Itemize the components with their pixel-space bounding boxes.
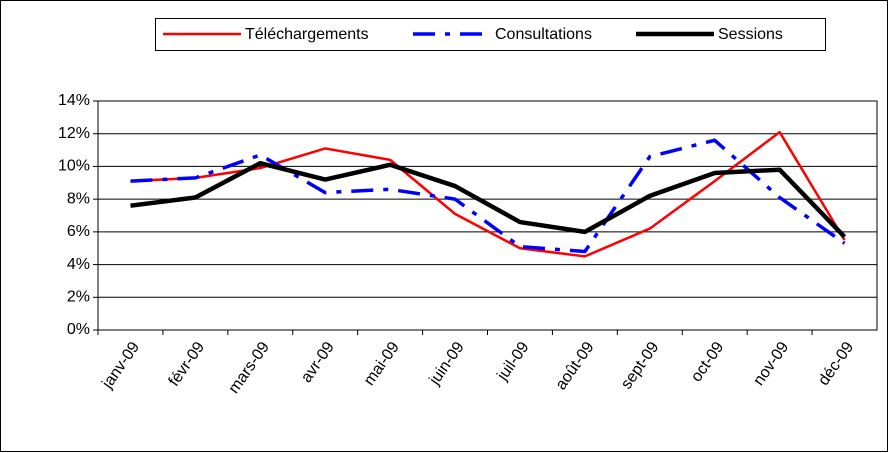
y-tick-label: 6% — [67, 223, 90, 240]
series-line — [130, 138, 846, 254]
y-tick-label: 8% — [67, 190, 90, 207]
y-tick-label: 10% — [58, 158, 90, 175]
series-line — [130, 160, 847, 239]
legend-label: Sessions — [718, 26, 783, 43]
legend-label: Consultations — [495, 26, 592, 43]
legend: Téléchargements Consultations Sessions — [155, 18, 826, 51]
y-tick-label: 0% — [67, 321, 90, 338]
y-tick-label: 12% — [58, 125, 90, 142]
legend-label: Téléchargements — [245, 26, 369, 43]
y-tick-label: 2% — [67, 289, 90, 306]
y-tick-label: 4% — [67, 256, 90, 273]
y-tick-label: 14% — [58, 92, 90, 109]
